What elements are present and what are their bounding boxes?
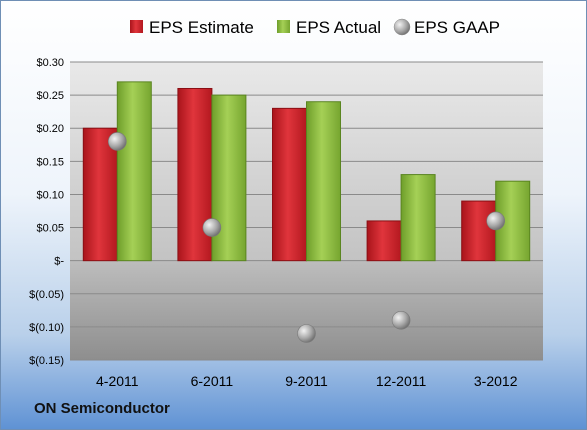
bar-eps-estimate — [82, 127, 118, 262]
legend-swatch-eps-actual — [277, 20, 290, 33]
legend-label: EPS Actual — [296, 18, 381, 37]
y-tick-label: $0.10 — [36, 189, 64, 201]
bar-eps-estimate — [461, 200, 497, 262]
y-tick-label: $(0.10) — [29, 322, 64, 334]
x-axis-tick-labels: 4-2011 6-2011 9-2011 12-2011 3-2012 — [96, 373, 518, 389]
point-eps-gaap — [108, 132, 127, 151]
gaap-points — [108, 132, 506, 343]
x-tick-label: 12-2011 — [376, 373, 427, 389]
y-tick-label: $0.30 — [36, 57, 64, 69]
legend-swatch-eps-estimate — [130, 20, 143, 33]
bar-eps-estimate — [366, 220, 402, 262]
bar-eps-actual — [306, 101, 341, 262]
point-eps-gaap — [297, 324, 316, 343]
y-tick-label: $(0.05) — [29, 289, 64, 301]
y-tick-label: $(0.15) — [29, 355, 64, 367]
plot-area-negative — [70, 260, 543, 360]
x-tick-label: 3-2012 — [474, 373, 518, 389]
legend-label: EPS GAAP — [414, 18, 500, 37]
bars — [82, 81, 531, 262]
y-tick-label: $0.15 — [36, 156, 64, 168]
point-eps-gaap — [202, 218, 222, 237]
bar-eps-actual — [211, 94, 247, 262]
x-tick-label: 9-2011 — [285, 373, 328, 389]
legend: EPS Estimate EPS Actual EPS GAAP — [130, 18, 500, 37]
x-tick-label: 4-2011 — [96, 373, 139, 389]
legend-swatch-eps-gaap — [393, 18, 411, 36]
y-axis-tick-labels: $0.30 $0.25 $0.20 $0.15 $0.10 $0.05 $- $(0.05) $… — [29, 57, 64, 367]
point-eps-gaap — [391, 310, 411, 330]
legend-label: EPS Estimate — [149, 18, 254, 37]
bar-eps-actual — [400, 174, 436, 262]
x-tick-label: 6-2011 — [191, 373, 234, 389]
y-tick-label: $0.05 — [36, 223, 64, 235]
company-name: ON Semiconductor — [34, 400, 170, 417]
y-tick-label: $0.25 — [36, 90, 64, 102]
y-tick-label: $- — [54, 256, 64, 268]
point-eps-gaap — [486, 211, 506, 231]
y-tick-label: $0.20 — [36, 123, 64, 135]
bar-eps-estimate — [272, 107, 307, 262]
bar-eps-actual — [116, 81, 152, 262]
